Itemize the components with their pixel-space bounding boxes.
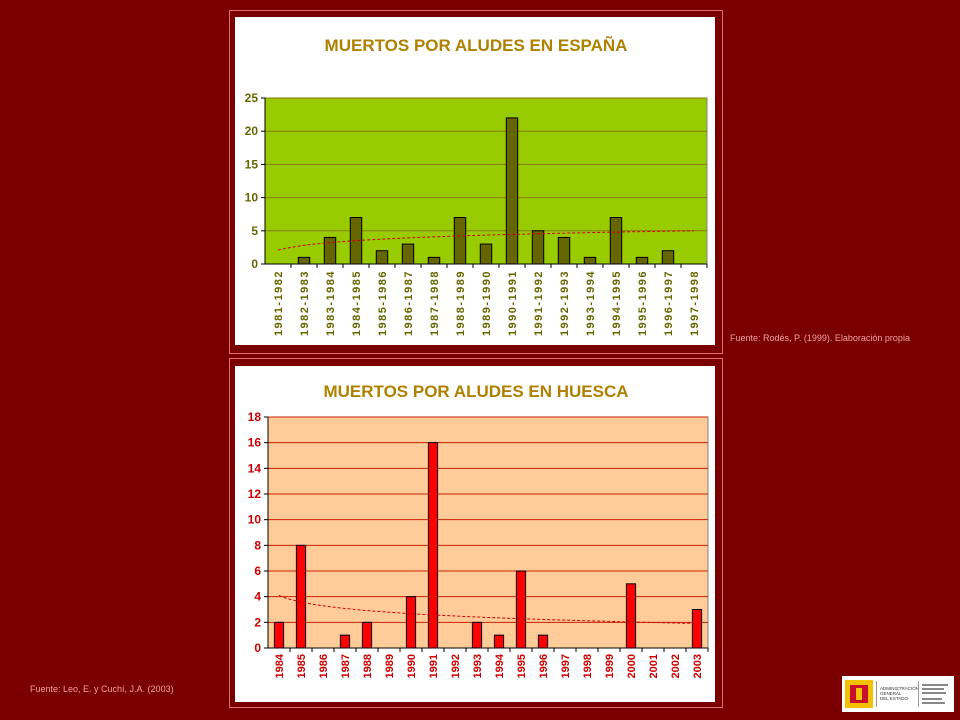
chart-frame-huesca — [229, 358, 723, 708]
government-logo-graphic: ADMINISTRACIÓN GENERAL DEL ESTADO — [845, 680, 948, 708]
government-logo: ADMINISTRACIÓN GENERAL DEL ESTADO — [842, 676, 954, 712]
x-tick-label: 1989-1990 — [481, 270, 493, 336]
bar — [635, 256, 649, 265]
x-tick-label: 1990-1991 — [507, 270, 519, 336]
chart-huesca: MUERTOS POR ALUDES EN HUESCA 0 2 4 6 8 10 12 14 1… — [248, 382, 709, 678]
y-tick-label: 10 — [248, 513, 262, 527]
chart-title: MUERTOS POR ALUDES EN ESPAÑA — [325, 35, 628, 55]
x-tick-label: 1987-1988 — [429, 270, 441, 336]
source-spain: Fuente: Rodés, P. (1999). Elaboración pr… — [730, 333, 910, 343]
bar — [471, 621, 483, 649]
x-tick-label: 1994-1995 — [611, 270, 623, 336]
y-tick-label: 0 — [251, 257, 258, 271]
x-tick-label: 1984-1985 — [351, 270, 363, 336]
bar — [515, 570, 527, 649]
plot-area — [267, 416, 709, 649]
y-tick-label: 0 — [254, 641, 261, 655]
bar — [625, 583, 637, 649]
chart-panel-huesca: MUERTOS POR ALUDES EN HUESCA 0 2 4 6 8 10 12 14 1… — [235, 366, 715, 702]
bar — [583, 256, 597, 265]
x-tick-label: 1992-1993 — [559, 270, 571, 336]
x-tick-label: 1985-1986 — [377, 270, 389, 336]
x-tick-label: 1995 — [516, 654, 528, 678]
x-tick-label: 1997 — [560, 654, 572, 678]
logo-line-2: GENERAL — [880, 691, 902, 696]
bar — [405, 596, 417, 649]
y-tick-label: 15 — [245, 157, 259, 171]
bar — [691, 609, 703, 649]
x-tick-label: 1987 — [340, 654, 352, 678]
x-tick-label: 1986 — [318, 654, 330, 678]
x-tick-label: 1990 — [406, 654, 418, 678]
y-tick-label: 4 — [254, 590, 261, 604]
x-tick-label: 1995-1996 — [637, 270, 649, 336]
y-tick-label: 25 — [245, 91, 259, 105]
bar — [661, 250, 675, 265]
bar — [401, 243, 415, 265]
y-tick-label: 12 — [248, 487, 262, 501]
x-tick-label: 1996 — [538, 654, 550, 678]
y-tick-label: 16 — [248, 436, 262, 450]
bar — [273, 621, 285, 649]
x-tick-label: 1996-1997 — [663, 270, 675, 336]
x-tick-label: 1989 — [384, 654, 396, 678]
y-tick-label: 20 — [245, 124, 259, 138]
y-tick-label: 5 — [251, 224, 258, 238]
x-tick-label: 1988-1989 — [455, 270, 467, 336]
x-tick-label: 2002 — [670, 654, 682, 678]
chart-spain: MUERTOS POR ALUDES EN ESPAÑA 0 5 10 15 20 25 19… — [245, 35, 708, 336]
x-tick-label: 1993-1994 — [585, 270, 597, 336]
x-tick-label: 1986-1987 — [403, 270, 415, 336]
y-tick-label: 18 — [248, 410, 262, 424]
x-tick-label: 1997-1998 — [689, 270, 701, 336]
x-tick-label: 1994 — [494, 653, 506, 678]
x-tick-label: 1988 — [362, 654, 374, 678]
y-tick-label: 8 — [254, 538, 261, 552]
trendline — [278, 595, 698, 624]
y-tick-label: 10 — [245, 191, 259, 205]
bar — [531, 230, 545, 265]
x-tick-label: 1982-1983 — [299, 270, 311, 336]
chart-title: MUERTOS POR ALUDES EN HUESCA — [323, 382, 628, 401]
chart-frame-spain — [229, 10, 723, 354]
bar — [427, 442, 439, 649]
x-tick-label: 1992 — [450, 654, 462, 678]
bar — [295, 544, 307, 649]
source-huesca: Fuente: Leo, E. y Cuchí, J.A. (2003) — [30, 684, 174, 694]
x-tick-label: 1981-1982 — [273, 270, 285, 336]
x-tick-label: 1999 — [604, 654, 616, 678]
bar — [323, 236, 337, 265]
bar — [557, 236, 571, 265]
x-tick-label: 2001 — [648, 654, 660, 678]
bar — [609, 217, 623, 265]
x-tick-label: 2003 — [692, 654, 704, 678]
bar — [361, 621, 373, 649]
logo-line-3: DEL ESTADO — [880, 696, 909, 701]
bar — [505, 117, 519, 265]
x-tick-label: 1998 — [582, 654, 594, 678]
bar — [297, 256, 311, 265]
x-tick-label: 1983-1984 — [325, 270, 337, 336]
bar — [339, 634, 351, 649]
bar — [479, 243, 493, 265]
bar — [427, 256, 441, 265]
bar — [453, 217, 467, 265]
logo-line-1: ADMINISTRACIÓN — [880, 685, 919, 691]
bar — [537, 634, 549, 649]
y-tick-label: 6 — [254, 564, 261, 578]
x-tick-label: 1991-1992 — [533, 270, 545, 336]
y-tick-label: 2 — [254, 615, 261, 629]
x-tick-label: 1984 — [274, 653, 286, 678]
x-tick-label: 1991 — [428, 654, 440, 678]
chart-panel-spain: MUERTOS POR ALUDES EN ESPAÑA 0 5 10 15 20 25 19… — [235, 17, 715, 345]
bar — [493, 634, 505, 649]
x-tick-label: 1985 — [296, 654, 308, 678]
y-tick-label: 14 — [248, 461, 262, 475]
x-tick-label: 1993 — [472, 654, 484, 678]
bar — [375, 250, 389, 265]
trendline — [277, 230, 695, 251]
x-tick-label: 2000 — [626, 654, 638, 678]
